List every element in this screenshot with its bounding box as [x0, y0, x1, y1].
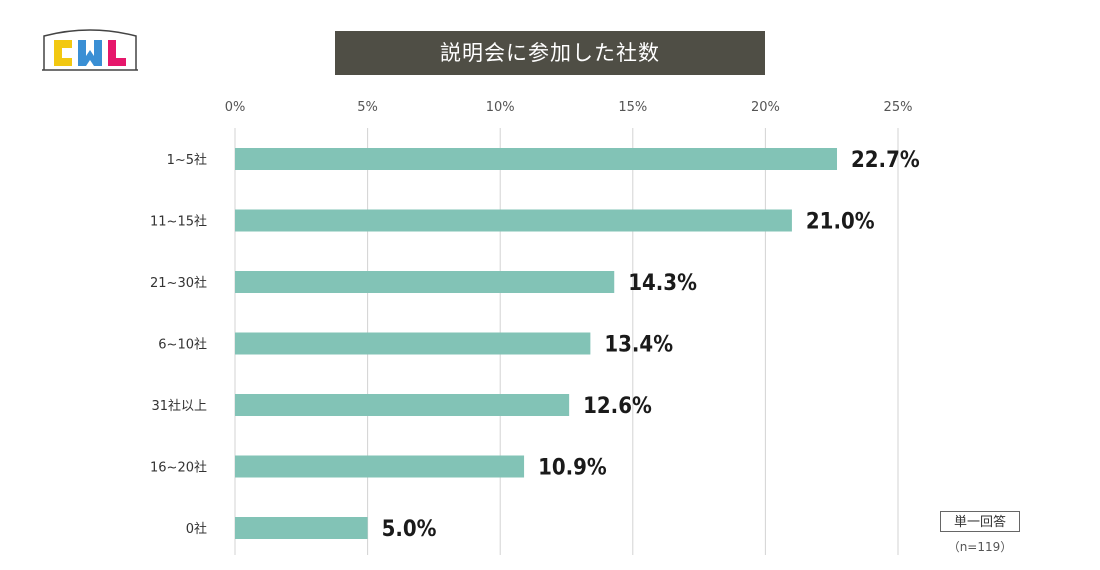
- bar: [235, 394, 570, 416]
- value-label: 5.0%: [382, 517, 437, 542]
- category-label: 6~10社: [158, 337, 207, 353]
- cwl-logo: [40, 26, 140, 76]
- x-tick-label: 0%: [225, 100, 246, 115]
- value-label: 10.9%: [538, 456, 607, 481]
- category-label: 31社以上: [151, 398, 207, 414]
- sample-size-note: （n=119）: [947, 540, 1013, 554]
- bar: [235, 209, 792, 232]
- category-label: 16~20社: [150, 460, 207, 476]
- bar: [235, 148, 838, 170]
- x-tick-label: 20%: [751, 100, 780, 115]
- category-label: 21~30社: [150, 275, 207, 291]
- value-label: 13.4%: [604, 333, 673, 358]
- category-label: 11~15社: [150, 214, 207, 230]
- x-tick-label: 5%: [357, 100, 378, 115]
- bar: [235, 517, 368, 539]
- bar: [235, 271, 615, 293]
- bar: [235, 455, 525, 478]
- bar: [235, 332, 591, 355]
- value-label: 22.7%: [851, 148, 920, 173]
- value-label: 21.0%: [806, 210, 875, 235]
- value-label: 12.6%: [583, 394, 652, 419]
- x-tick-label: 25%: [884, 100, 913, 115]
- x-tick-label: 15%: [618, 100, 647, 115]
- category-label: 0社: [186, 521, 207, 537]
- x-tick-label: 10%: [486, 100, 515, 115]
- chart-title: 説明会に参加した社数: [335, 31, 765, 75]
- answer-type-label: 単一回答: [940, 511, 1020, 532]
- category-label: 1~5社: [167, 152, 207, 168]
- value-label: 14.3%: [628, 271, 697, 296]
